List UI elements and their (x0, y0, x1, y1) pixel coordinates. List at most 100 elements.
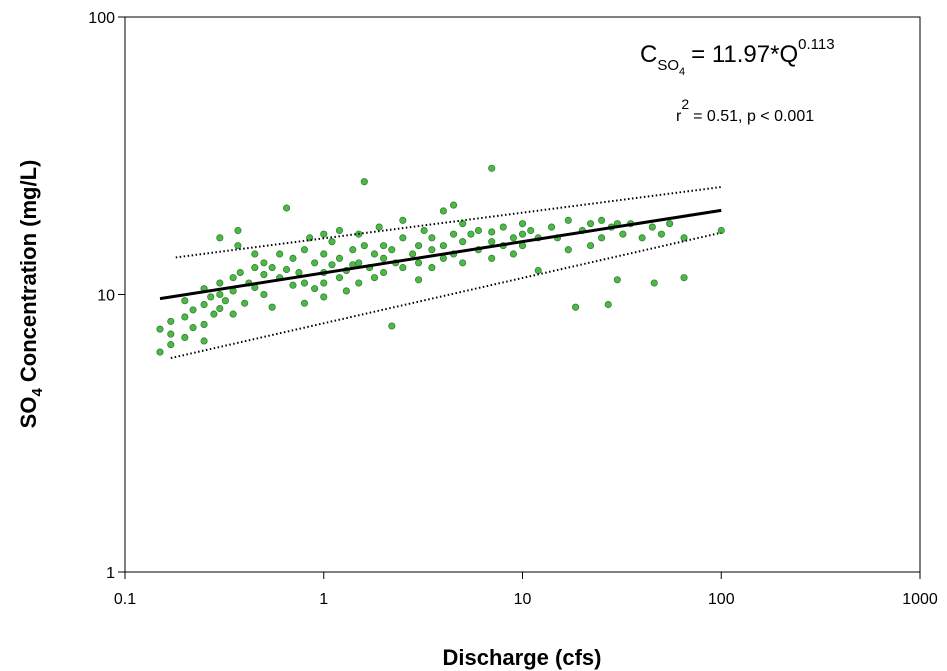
data-point (613, 276, 621, 284)
data-point (295, 268, 303, 277)
data-point (200, 300, 208, 309)
data-point (564, 216, 572, 224)
data-point (260, 259, 268, 267)
equation: CSO4 = 11.97*Q0.113 (640, 36, 835, 78)
data-point (200, 320, 208, 328)
stats: r2= 0.51, p < 0.001 (676, 96, 814, 125)
data-point (399, 216, 407, 224)
data-point (518, 220, 527, 228)
data-point (648, 223, 656, 231)
data-point (355, 279, 363, 287)
data-point (420, 227, 428, 235)
data-point (156, 348, 164, 356)
data-point (547, 223, 556, 231)
data-point (328, 238, 336, 246)
data-point (167, 341, 175, 349)
data-point (488, 254, 496, 262)
fit-line (159, 208, 722, 301)
data-point (276, 250, 284, 258)
data-point (200, 337, 208, 345)
data-point (167, 317, 175, 325)
data-point (349, 246, 357, 254)
y-label-main: SO (16, 397, 41, 429)
data-point (527, 227, 535, 235)
data-point (518, 230, 527, 238)
data-point (300, 279, 309, 287)
data-point (181, 297, 189, 305)
data-point (415, 259, 423, 267)
data-point (370, 250, 379, 258)
data-point (399, 234, 407, 242)
data-point (388, 322, 396, 330)
data-point (335, 227, 344, 235)
data-point (474, 227, 482, 235)
stats-r-exp: 2 (681, 96, 689, 112)
data-point (342, 287, 350, 295)
data-point (488, 238, 496, 246)
data-point (587, 220, 595, 228)
data-point (564, 246, 572, 254)
data-point (216, 279, 224, 287)
y-axis-label: SO4 Concentration (mg/L) (16, 160, 46, 429)
y-label-rest: Concentration (mg/L) (16, 160, 41, 389)
data-point (289, 281, 297, 289)
y-label-sub: 4 (29, 388, 46, 397)
data-point (283, 266, 291, 274)
data-point (189, 324, 197, 332)
x-tick-label: 1000 (902, 591, 938, 608)
data-point (181, 333, 189, 342)
data-point (207, 293, 215, 301)
data-point (283, 204, 291, 212)
eq-rhs: = 11.97*Q (691, 41, 798, 68)
x-tick-label: 100 (708, 591, 735, 608)
data-point (167, 330, 175, 338)
data-point (229, 310, 237, 318)
stats-r: r (676, 108, 682, 125)
data-point (467, 230, 475, 238)
data-point (320, 293, 328, 301)
x-axis-label: Discharge (cfs) (443, 645, 602, 670)
data-point (236, 268, 244, 277)
data-point (439, 207, 447, 215)
data-point (415, 242, 423, 250)
data-point (335, 254, 344, 262)
data-point (459, 238, 467, 246)
data-point (210, 310, 218, 318)
data-point (717, 227, 725, 235)
y-tick-label: 1 (106, 565, 115, 582)
data-point (216, 290, 224, 299)
data-point (399, 264, 407, 272)
data-point (534, 266, 542, 275)
y-tick-label: 100 (88, 10, 115, 27)
data-point (216, 304, 224, 313)
data-point (439, 242, 447, 250)
data-point (415, 276, 423, 284)
data-point (260, 271, 268, 279)
data-point (666, 220, 674, 228)
data-point (370, 274, 379, 282)
x-tick-label: 10 (514, 591, 532, 608)
data-point (251, 250, 259, 258)
data-point (604, 300, 612, 309)
data-point (260, 290, 268, 299)
data-point (587, 242, 595, 250)
data-point (311, 285, 319, 293)
eq-lhs-subsub: 4 (679, 66, 685, 78)
stats-rest: = 0.51, p < 0.001 (693, 108, 814, 125)
data-point (268, 303, 276, 311)
eq-lhs: C (640, 41, 657, 68)
data-point (680, 234, 688, 242)
data-point (355, 259, 363, 267)
eq-lhs-sub: SO (657, 57, 679, 74)
data-point (488, 164, 496, 172)
data-point (598, 216, 606, 224)
data-point (598, 234, 606, 242)
data-point (216, 234, 224, 242)
data-point (380, 242, 388, 250)
data-point (459, 220, 467, 228)
data-point (234, 242, 242, 250)
data-point (268, 264, 276, 272)
data-point (450, 201, 458, 209)
x-tick-label: 0.1 (114, 591, 136, 608)
